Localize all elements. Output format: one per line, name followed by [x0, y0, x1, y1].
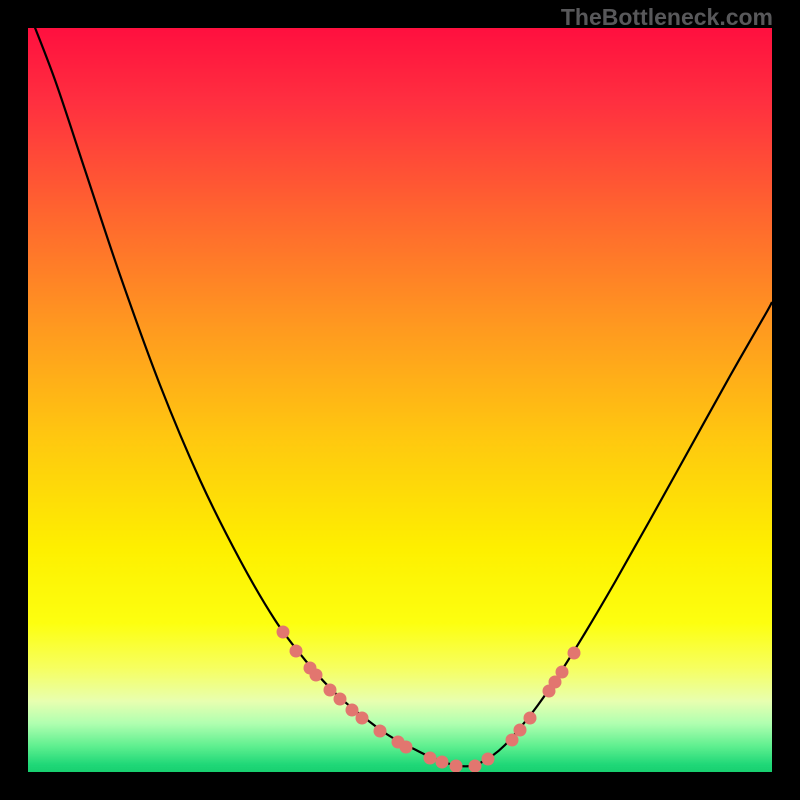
data-marker [334, 693, 347, 706]
data-marker [514, 724, 527, 737]
curve-overlay [0, 0, 800, 800]
data-marker [450, 760, 463, 773]
data-marker [374, 725, 387, 738]
data-marker [482, 753, 495, 766]
data-marker [568, 647, 581, 660]
bottleneck-curve [28, 10, 772, 766]
data-marker [290, 645, 303, 658]
data-marker [556, 666, 569, 679]
data-marker [469, 760, 482, 773]
data-marker [400, 741, 413, 754]
data-marker [277, 626, 290, 639]
data-marker [524, 712, 537, 725]
chart-container: TheBottleneck.com [0, 0, 800, 800]
data-marker [310, 669, 323, 682]
data-marker [436, 756, 449, 769]
data-marker [356, 712, 369, 725]
data-marker [324, 684, 337, 697]
watermark-text: TheBottleneck.com [561, 4, 773, 31]
data-marker [424, 752, 437, 765]
